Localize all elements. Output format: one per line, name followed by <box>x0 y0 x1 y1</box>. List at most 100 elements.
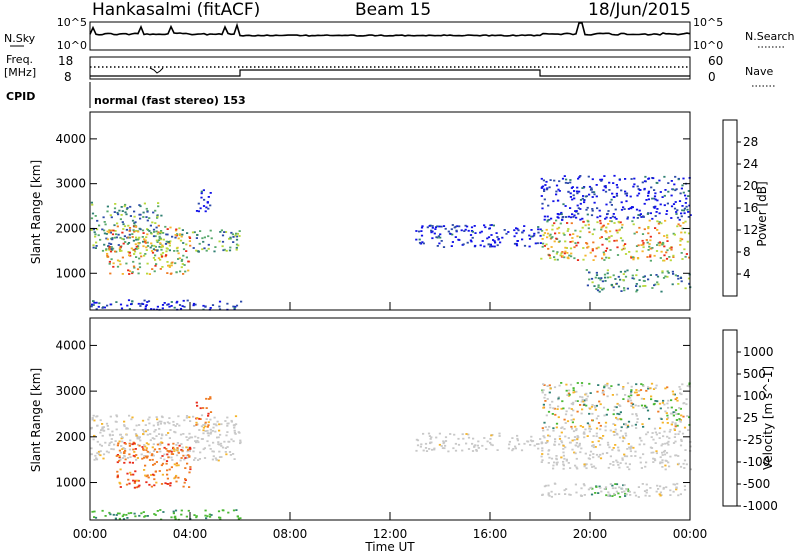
data-cell <box>155 239 158 242</box>
data-cell <box>558 435 561 438</box>
data-cell <box>636 394 639 397</box>
data-cell <box>103 243 106 246</box>
data-cell <box>630 390 633 393</box>
data-cell <box>672 256 675 258</box>
data-cell <box>229 454 232 456</box>
data-cell <box>572 401 575 404</box>
data-cell <box>648 495 651 497</box>
data-cell <box>176 250 179 252</box>
data-cell <box>612 461 615 463</box>
data-cell <box>597 415 600 417</box>
data-cell <box>600 178 604 181</box>
colorbar-tick-label: 28 <box>743 135 758 149</box>
data-cell <box>105 233 108 235</box>
data-cell <box>207 207 210 210</box>
ytick-label: 4000 <box>55 132 86 146</box>
data-cell <box>583 199 586 202</box>
data-cell <box>555 219 558 222</box>
data-cell <box>589 450 593 453</box>
data-cell <box>426 226 429 229</box>
data-cell <box>110 246 113 248</box>
data-cell <box>479 231 482 234</box>
data-cell <box>218 300 222 303</box>
data-cell <box>653 427 657 430</box>
data-cell <box>232 424 235 427</box>
data-cell <box>490 434 493 437</box>
data-cell <box>624 270 627 273</box>
data-cell <box>221 240 225 243</box>
data-cell <box>634 404 637 407</box>
data-cell <box>629 450 632 453</box>
data-cell <box>121 448 124 450</box>
data-cell <box>166 303 169 306</box>
data-cell <box>591 249 594 252</box>
data-cell <box>166 240 169 243</box>
data-cell <box>617 449 620 452</box>
data-cell <box>547 247 550 250</box>
data-cell <box>659 456 662 459</box>
data-cell <box>189 436 192 439</box>
data-cell <box>580 447 583 450</box>
data-cell <box>135 454 138 456</box>
data-cell <box>214 423 217 426</box>
data-cell <box>604 186 607 189</box>
data-cell <box>138 484 141 487</box>
data-cell <box>162 232 165 234</box>
data-cell <box>625 200 628 203</box>
data-cell <box>626 424 629 427</box>
data-cell <box>107 451 110 454</box>
data-cell <box>207 414 210 417</box>
nsky-trace <box>89 22 691 37</box>
data-cell <box>679 392 682 395</box>
data-cell <box>599 453 602 456</box>
data-cell <box>578 442 581 445</box>
data-cell <box>142 511 145 513</box>
data-cell <box>658 241 661 244</box>
data-cell <box>656 182 659 184</box>
data-cell <box>685 197 688 200</box>
data-cell <box>669 489 672 492</box>
xtick-label: 16:00 <box>473 527 508 541</box>
data-cell <box>581 408 584 411</box>
data-cell <box>640 244 643 246</box>
data-cell <box>160 415 164 418</box>
data-cell <box>109 513 112 516</box>
data-cell <box>616 254 620 256</box>
data-cell <box>154 264 157 267</box>
data-cell <box>146 245 150 247</box>
data-cell <box>154 209 157 212</box>
data-cell <box>601 288 604 291</box>
colorbar-frame <box>722 119 738 297</box>
data-cell <box>111 249 114 251</box>
data-cell <box>164 255 167 258</box>
data-cell <box>220 423 223 426</box>
data-cell <box>132 239 135 242</box>
data-cell <box>611 215 614 218</box>
data-cell <box>550 246 553 248</box>
data-cell <box>617 464 620 466</box>
data-cell <box>670 406 673 409</box>
data-cell <box>562 232 565 235</box>
data-cell <box>152 464 155 466</box>
data-cell <box>619 278 622 281</box>
data-cell <box>594 276 597 279</box>
data-cell <box>425 450 429 452</box>
data-cell <box>565 488 568 490</box>
data-cell <box>239 517 242 520</box>
data-cell <box>145 449 148 451</box>
data-cell <box>604 230 607 232</box>
data-cell <box>135 238 138 241</box>
data-cell <box>580 384 584 387</box>
data-cell <box>615 239 618 242</box>
data-cell <box>204 430 207 432</box>
data-cell <box>104 441 107 444</box>
data-cell <box>561 219 564 221</box>
data-cell <box>93 231 96 234</box>
data-cell <box>138 204 141 206</box>
data-cell <box>145 216 148 218</box>
data-cell <box>660 242 663 245</box>
data-cell <box>180 443 183 445</box>
data-cell <box>126 472 129 475</box>
data-cell <box>565 389 568 392</box>
data-cell <box>135 256 138 258</box>
